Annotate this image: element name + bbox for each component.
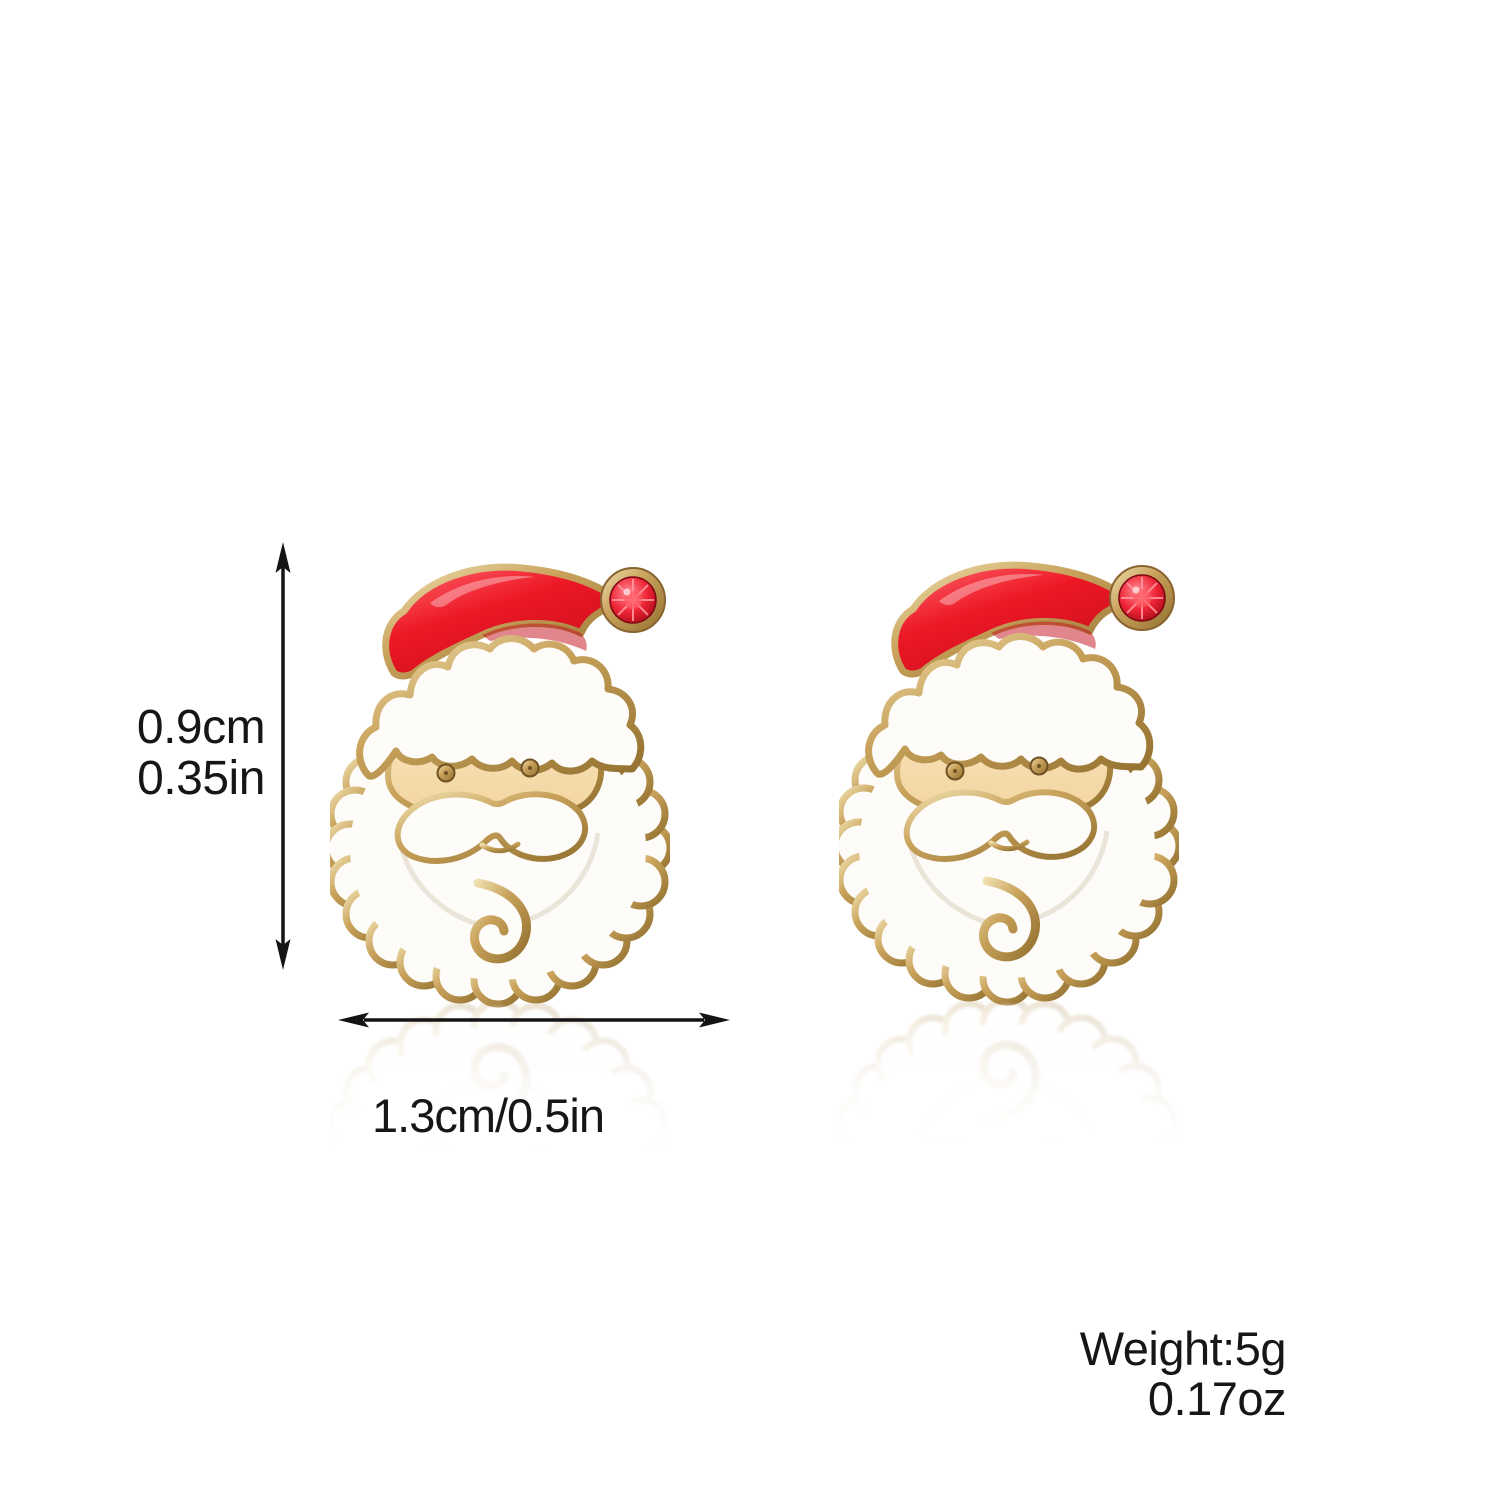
santa-earring-right	[839, 541, 1179, 1171]
height-label-inch: 0.35in	[137, 752, 265, 805]
earring-reflection	[839, 1000, 1179, 1171]
santa-earring-left	[330, 543, 670, 1173]
width-label: 1.3cm/0.5in	[372, 1089, 605, 1142]
width-dimension-arrow	[338, 1012, 730, 1028]
height-dimension-arrow	[275, 542, 291, 970]
weight-ounces: 0.17oz	[1147, 1372, 1287, 1425]
weight-label: Weight:5g 0.17oz	[1079, 1322, 1287, 1425]
height-label: 0.9cm 0.35in	[128, 702, 274, 804]
height-label-cm: 0.9cm	[136, 701, 266, 754]
weight-grams: Weight:5g	[1079, 1322, 1287, 1375]
